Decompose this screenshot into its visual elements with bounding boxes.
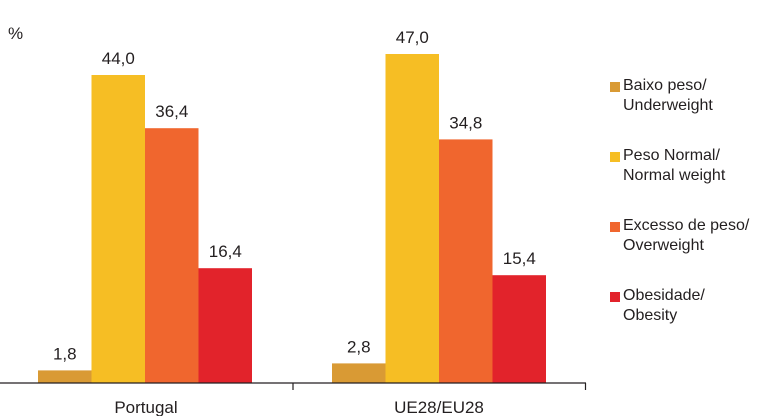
legend-swatch-overweight	[610, 222, 620, 232]
bars-group	[38, 54, 546, 383]
x-tick-label-portugal: Portugal	[114, 398, 177, 416]
data-label-eu28-underweight: 2,8	[347, 337, 371, 356]
legend-item-underweight: Baixo peso/ Underweight	[610, 76, 778, 120]
legend-label-obesity-line2: Obesity	[623, 307, 678, 324]
legend-label-underweight-line1: Baixo peso/	[623, 77, 707, 94]
legend-swatch-underweight	[610, 82, 620, 92]
legend-label-normal-weight-line2: Normal weight	[623, 167, 726, 184]
bar-portugal-obesity	[198, 268, 252, 383]
x-tick-label-eu28: UE28/EU28	[394, 398, 484, 416]
bar-portugal-normal-weight	[91, 75, 145, 383]
legend-item-obesity: Obesidade/ Obesity	[610, 286, 778, 330]
data-label-eu28-overweight: 34,8	[449, 113, 482, 132]
data-label-portugal-overweight: 36,4	[155, 102, 188, 121]
chart-legend: Baixo peso/ Underweight Peso Normal/ Nor…	[610, 76, 778, 356]
legend-label-overweight-line2: Overweight	[623, 237, 704, 254]
data-labels-group: 1,8 44,0 36,4 16,4 2,8 47,0 34,8 15,4	[53, 28, 536, 363]
bar-portugal-overweight	[145, 128, 199, 383]
legend-item-normal-weight: Peso Normal/ Normal weight	[610, 146, 778, 190]
legend-swatch-obesity	[610, 292, 620, 302]
legend-swatch-normal-weight	[610, 152, 620, 162]
bar-eu28-underweight	[332, 363, 386, 383]
legend-label-normal-weight-line1: Peso Normal/	[623, 147, 720, 164]
legend-label-obesity-line1: Obesidade/	[623, 287, 705, 304]
bar-eu28-overweight	[439, 139, 493, 383]
legend-label-overweight-line1: Excesso de peso/	[623, 217, 750, 234]
bar-portugal-underweight	[38, 370, 92, 383]
legend-label-underweight-line2: Underweight	[623, 97, 713, 114]
data-label-eu28-normal-weight: 47,0	[396, 28, 429, 47]
y-axis-unit-label: %	[8, 24, 23, 43]
data-label-portugal-underweight: 1,8	[53, 344, 77, 363]
bar-eu28-obesity	[492, 275, 546, 383]
legend-item-overweight: Excesso de peso/ Overweight	[610, 216, 778, 260]
data-label-eu28-obesity: 15,4	[503, 249, 536, 268]
bar-eu28-normal-weight	[385, 54, 439, 383]
data-label-portugal-obesity: 16,4	[209, 242, 242, 261]
data-label-portugal-normal-weight: 44,0	[102, 49, 135, 68]
